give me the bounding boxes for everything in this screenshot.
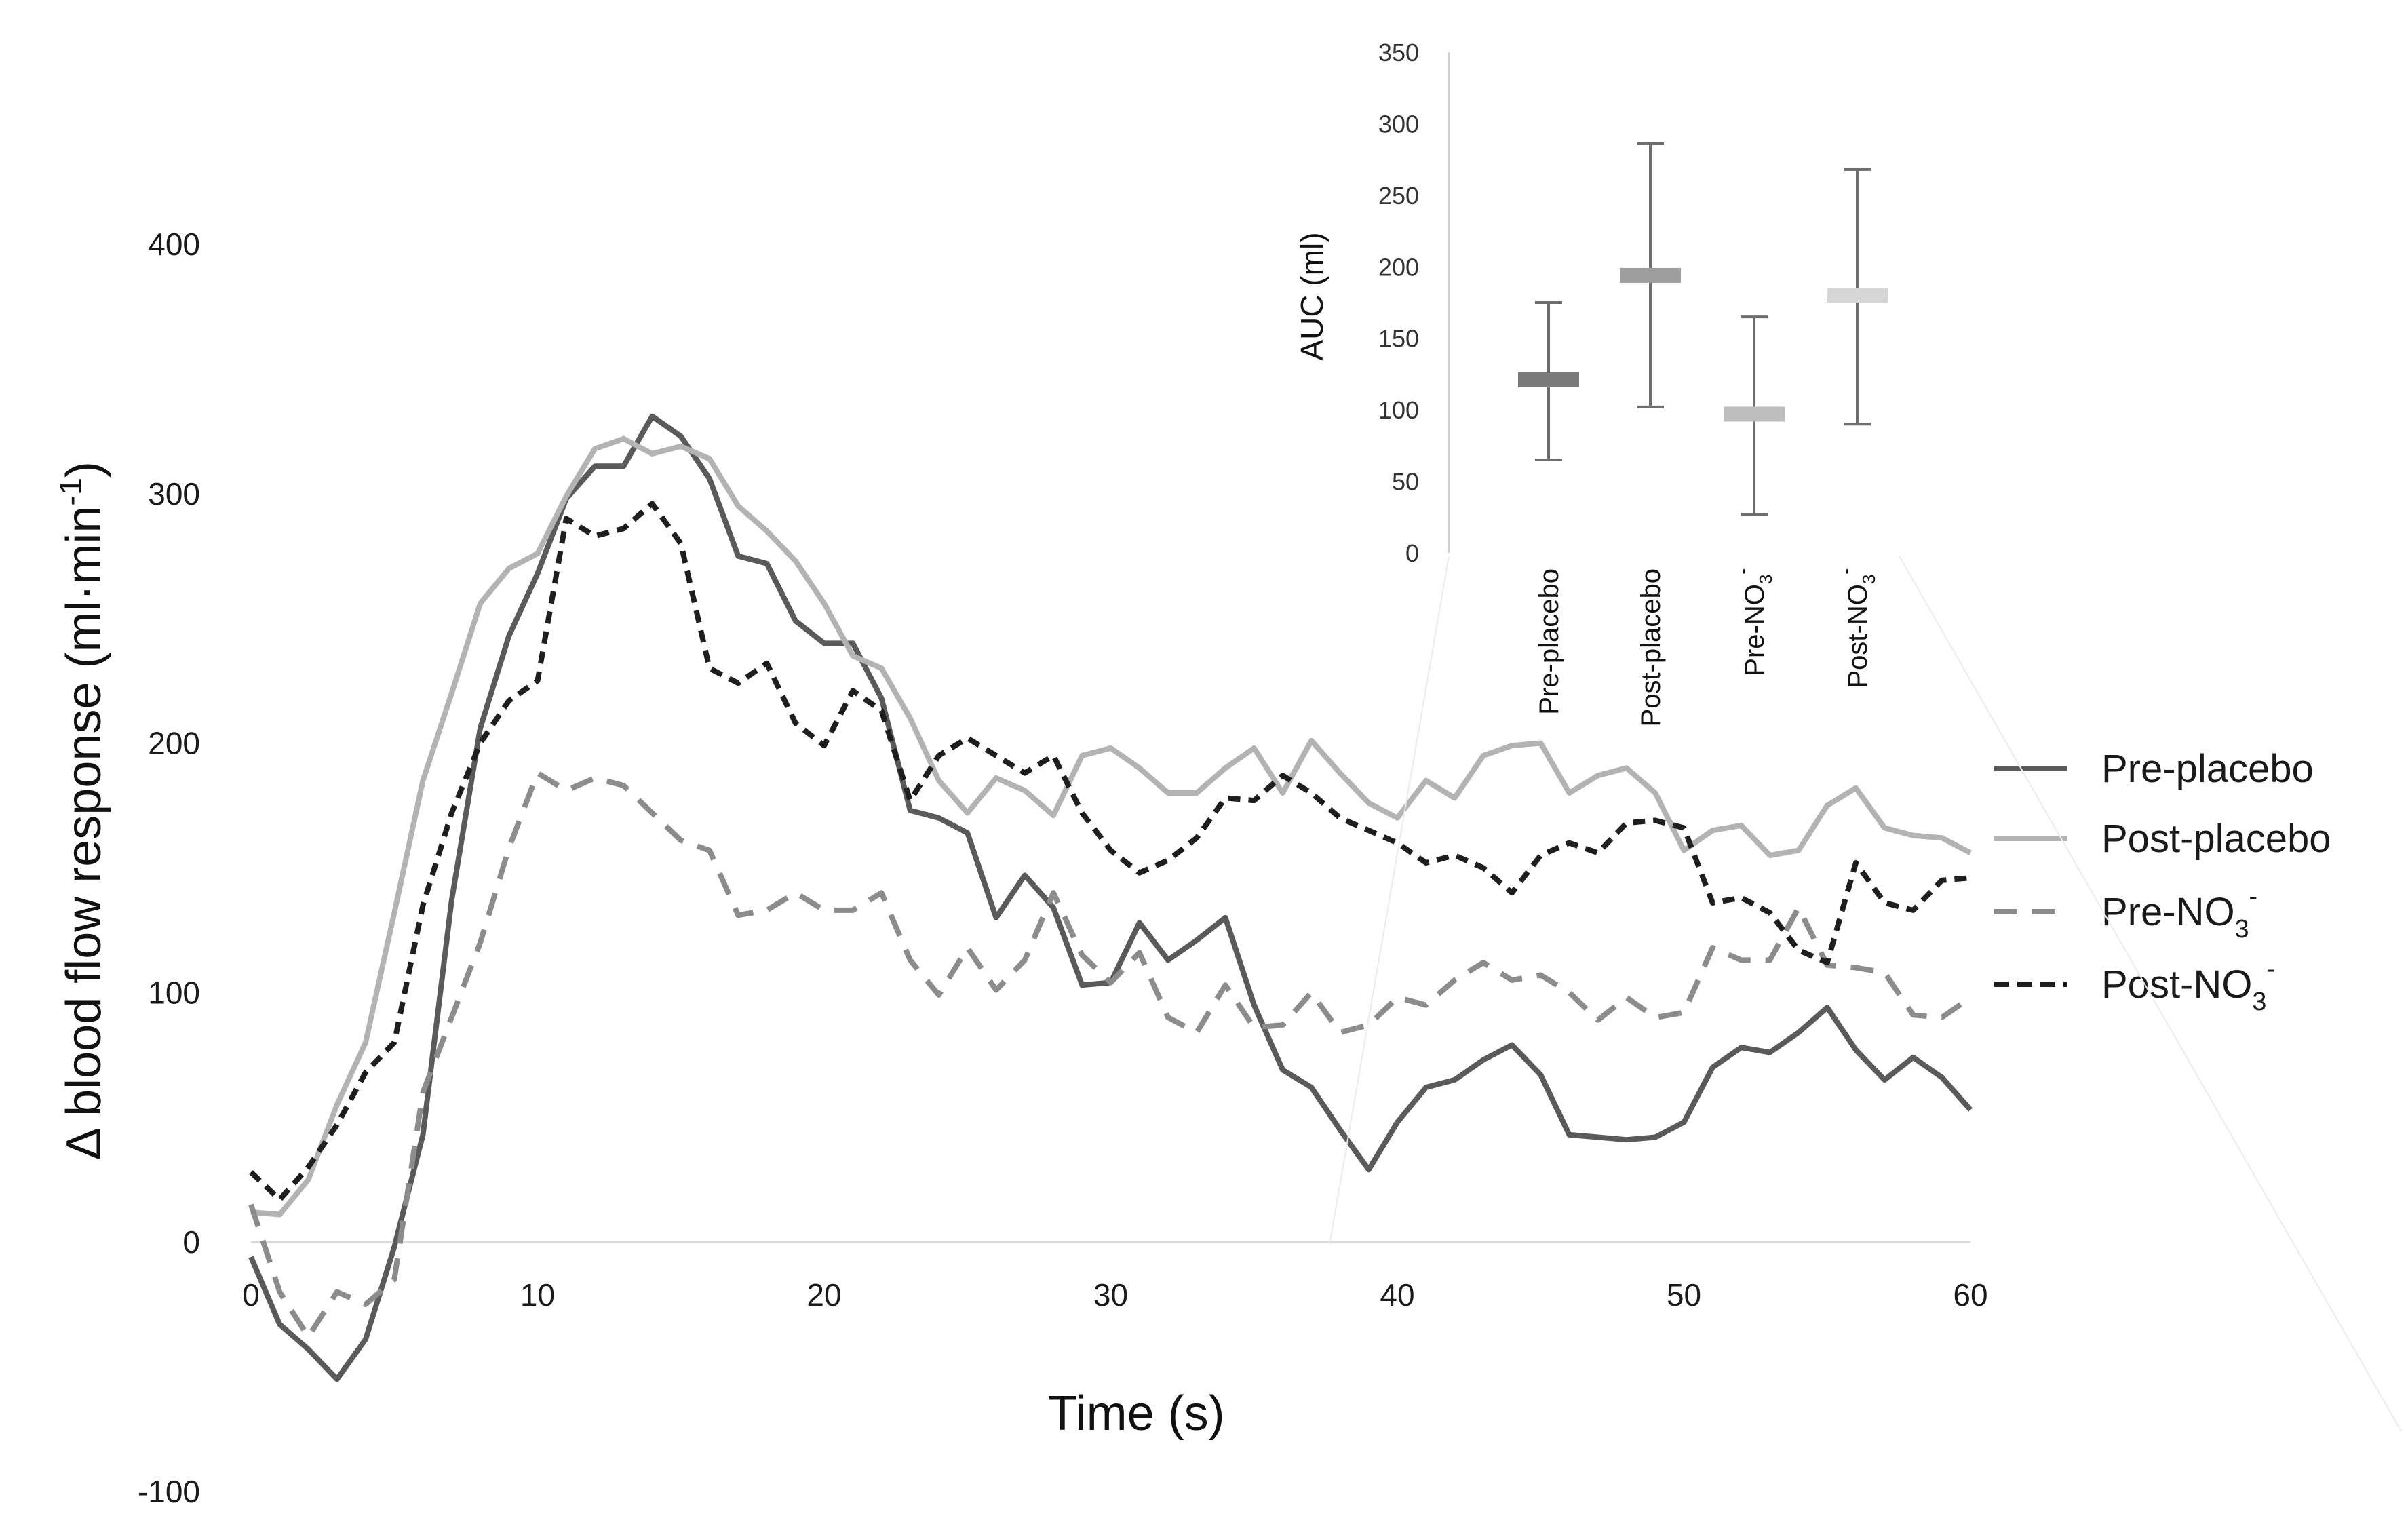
y-tick-label: 200 <box>148 726 200 761</box>
inset-y-tick-label: 100 <box>1378 396 1419 424</box>
legend-label-1: Post-placebo <box>2101 817 2331 861</box>
inset-category-label-2: Pre-NO3- <box>1732 568 1776 676</box>
inset-y-tick-label: 250 <box>1378 182 1419 210</box>
y-axis-ticks: -100 0 100 200 300 400 <box>138 227 200 1509</box>
inset-auc-chart: 0 50 100 150 200 250 300 350 Pre-placebo Post-pl… <box>1294 39 1888 726</box>
inset-mean-marker-1 <box>1620 267 1681 283</box>
inset-y-tick-label: 350 <box>1378 39 1419 66</box>
inset-category-label-0: Pre-placebo <box>1534 568 1564 715</box>
y-tick-label: -100 <box>138 1474 200 1509</box>
x-tick-label: 60 <box>1953 1277 1987 1313</box>
inset-category-label-3: Post-NO3- <box>1836 568 1879 688</box>
inset-y-tick-label: 50 <box>1392 468 1419 496</box>
inset-connector-lines <box>1329 556 2402 1432</box>
y-tick-label: 0 <box>182 1224 200 1260</box>
inset-category-label-1: Post-placebo <box>1636 568 1666 726</box>
inset-y-axis-title: AUC (ml) <box>1294 232 1329 360</box>
series-line-1 <box>250 435 1972 1218</box>
x-tick-label: 50 <box>1667 1277 1701 1313</box>
inset-mean-marker-3 <box>1827 288 1888 303</box>
inset-y-tick-label: 150 <box>1378 325 1419 353</box>
x-tick-label: 0 <box>242 1277 260 1313</box>
series-lines <box>248 413 1973 1382</box>
x-tick-label: 10 <box>520 1277 555 1313</box>
legend-label-2: Pre-NO3- <box>2101 882 2257 943</box>
x-tick-label: 30 <box>1093 1277 1128 1313</box>
inset-mean-marker-0 <box>1518 372 1579 387</box>
x-axis-title: Time (s) <box>1047 1386 1224 1441</box>
legend: Pre-placebo Post-placebo Pre-NO3- Post-NO3- <box>1994 747 2331 1015</box>
inset-mean-marker-2 <box>1724 406 1785 422</box>
inset-category-labels: Pre-placebo Post-placebo Pre-NO3- Post-NO3- <box>1534 568 1879 726</box>
y-tick-label: 100 <box>148 975 200 1010</box>
inset-y-tick-label: 200 <box>1378 253 1419 281</box>
inset-y-tick-label: 0 <box>1405 539 1419 567</box>
y-tick-label: 400 <box>148 227 200 262</box>
main-chart: -100 0 100 200 300 400 0 10 20 30 40 50 60 Time (s)… <box>53 227 1988 1509</box>
series-line-3 <box>249 501 1971 1203</box>
inset-y-ticks: 0 50 100 150 200 250 300 350 <box>1378 39 1419 567</box>
y-axis-title: Δ blood flow response (ml·min-1) <box>53 461 111 1160</box>
legend-label-3: Post-NO3- <box>2101 954 2275 1015</box>
x-axis-ticks: 0 10 20 30 40 50 60 <box>242 1277 1987 1313</box>
y-tick-label: 300 <box>148 476 200 511</box>
series-line-2 <box>248 770 1973 1340</box>
inset-y-tick-label: 300 <box>1378 110 1419 138</box>
x-tick-label: 40 <box>1380 1277 1414 1313</box>
legend-label-0: Pre-placebo <box>2101 747 2314 791</box>
inset-markers <box>1518 142 1888 516</box>
x-tick-label: 20 <box>807 1277 841 1313</box>
